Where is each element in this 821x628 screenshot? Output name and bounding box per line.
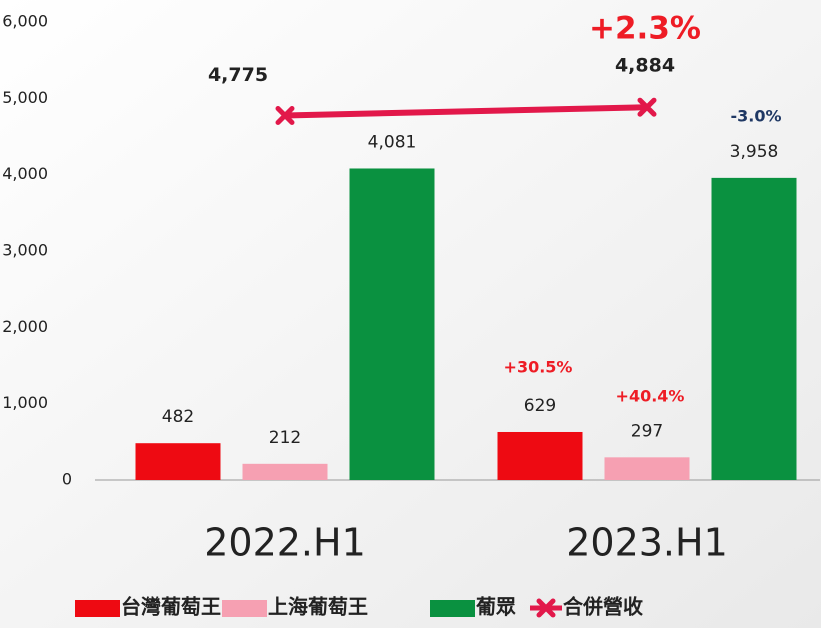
value-label: 629 xyxy=(524,396,556,416)
bar xyxy=(242,463,328,480)
legend-swatch xyxy=(430,600,475,617)
line xyxy=(284,104,648,119)
y-tick-label: 1,000 xyxy=(2,393,48,412)
annotation: -3.0% xyxy=(730,107,781,126)
y-tick-label: 4,000 xyxy=(2,164,48,183)
bar xyxy=(604,457,690,480)
bar xyxy=(497,431,583,480)
line-value-label: 4,884 xyxy=(615,55,675,77)
legend-label: 合併營收 xyxy=(563,595,643,619)
legend-marker xyxy=(536,598,556,618)
bar xyxy=(135,443,221,480)
value-label: 482 xyxy=(162,407,194,427)
y-tick-label: 6,000 xyxy=(2,12,48,31)
legend-label: 葡眾 xyxy=(475,595,516,619)
value-label: 4,081 xyxy=(368,132,417,152)
legend-swatch xyxy=(75,600,120,617)
bar xyxy=(711,177,797,480)
legend-swatch xyxy=(222,600,267,617)
line-value-label: 4,775 xyxy=(208,64,268,86)
line-marker xyxy=(275,106,295,126)
annotation: +2.3% xyxy=(589,11,701,47)
annotation: +30.5% xyxy=(504,358,573,377)
bar xyxy=(349,168,435,480)
y-tick-label: 2,000 xyxy=(2,317,48,336)
y-tick-label: 0 xyxy=(62,470,72,489)
x-tick-label: 2023.H1 xyxy=(566,521,728,565)
line-marker xyxy=(637,97,657,117)
legend-label: 台灣葡萄王 xyxy=(121,595,221,619)
y-tick-label: 5,000 xyxy=(2,88,48,107)
y-tick-label: 3,000 xyxy=(2,241,48,260)
x-tick-label: 2022.H1 xyxy=(204,521,366,565)
value-label: 212 xyxy=(269,428,301,448)
value-label: 297 xyxy=(631,421,663,441)
annotation: +40.4% xyxy=(616,387,685,406)
legend-label: 上海葡萄王 xyxy=(268,595,368,619)
value-label: 3,958 xyxy=(730,142,779,162)
